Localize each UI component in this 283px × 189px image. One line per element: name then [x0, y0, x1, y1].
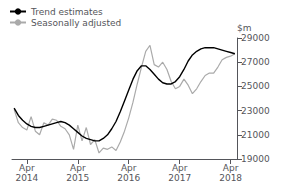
svg-text:2017: 2017	[168, 173, 191, 183]
svg-text:2015: 2015	[66, 173, 89, 183]
svg-text:27000: 27000	[241, 57, 270, 67]
svg-text:Apr: Apr	[172, 163, 188, 173]
svg-text:Seasonally adjusted: Seasonally adjusted	[31, 18, 121, 28]
svg-text:21000: 21000	[241, 130, 270, 140]
svg-text:2018: 2018	[219, 173, 242, 183]
svg-text:Apr: Apr	[19, 163, 35, 173]
svg-text:25000: 25000	[241, 81, 270, 91]
svg-text:Apr: Apr	[223, 163, 239, 173]
svg-text:2014: 2014	[15, 173, 38, 183]
svg-text:23000: 23000	[241, 106, 270, 116]
svg-text:$m: $m	[237, 23, 252, 33]
svg-text:Trend estimates: Trend estimates	[30, 7, 103, 17]
svg-text:19000: 19000	[241, 154, 270, 164]
svg-text:Apr: Apr	[121, 163, 137, 173]
svg-text:2016: 2016	[117, 173, 140, 183]
svg-text:29000: 29000	[241, 33, 270, 43]
svg-text:Apr: Apr	[70, 163, 86, 173]
